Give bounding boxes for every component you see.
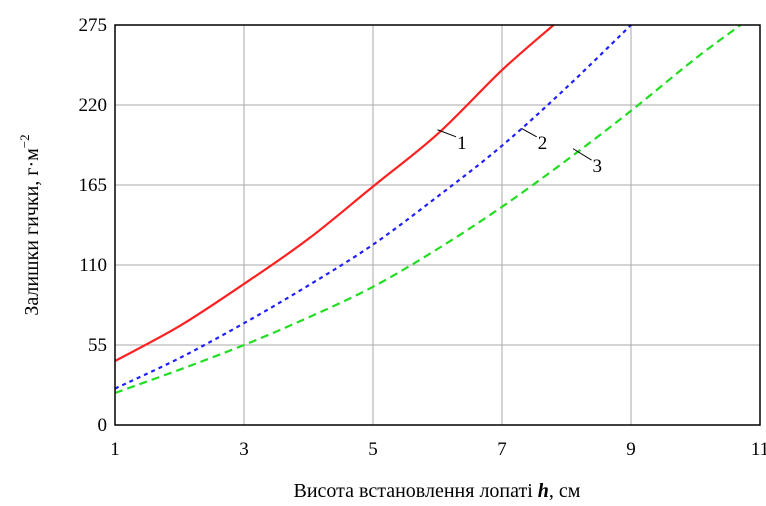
y-tick-label: 275 <box>79 15 108 36</box>
x-axis-title: Висота встановлення лопаті h, см <box>294 480 581 502</box>
x-tick-label: 9 <box>626 439 636 460</box>
x-tick-label: 1 <box>110 439 120 460</box>
x-tick-label: 11 <box>751 439 766 460</box>
y-axis-title-exponent: −2 <box>17 134 32 148</box>
series-line-1 <box>114 24 555 362</box>
x-axis-title-variable: h <box>538 480 549 502</box>
curve-label-leader <box>437 129 457 138</box>
x-tick-labels: 1 3 5 7 9 11 <box>110 439 766 460</box>
x-tick-label: 5 <box>368 439 378 460</box>
y-axis-title-text: Залишки гички, г·м <box>21 148 43 316</box>
plot-background <box>115 25 760 425</box>
y-tick-label: 0 <box>98 415 108 436</box>
x-axis-title-unit: , см <box>549 480 581 502</box>
grid-lines <box>115 25 760 425</box>
y-tick-label: 110 <box>79 255 107 276</box>
y-tick-label: 165 <box>79 175 108 196</box>
plot-frame <box>114 24 761 426</box>
curve-label-leader <box>521 127 537 138</box>
x-tick-label: 7 <box>497 439 507 460</box>
y-tick-label: 220 <box>79 95 108 116</box>
curve-labels-group: 1 2 3 <box>437 127 603 177</box>
x-tick-label: 3 <box>239 439 249 460</box>
curve-label: 1 <box>457 133 467 154</box>
y-axis-title: Залишки гички, г·м−2 <box>17 134 43 315</box>
x-axis-title-prefix: Висота встановлення лопаті <box>294 480 538 502</box>
series-group <box>114 24 742 395</box>
curve-label-leader <box>572 148 592 161</box>
curve-label: 3 <box>593 156 603 177</box>
y-tick-label: 55 <box>88 335 107 356</box>
curve-label: 2 <box>538 133 548 154</box>
series-line-2 <box>114 24 632 390</box>
series-line-3 <box>114 24 742 395</box>
y-tick-labels: 0 55 110 165 220 275 <box>79 15 108 436</box>
